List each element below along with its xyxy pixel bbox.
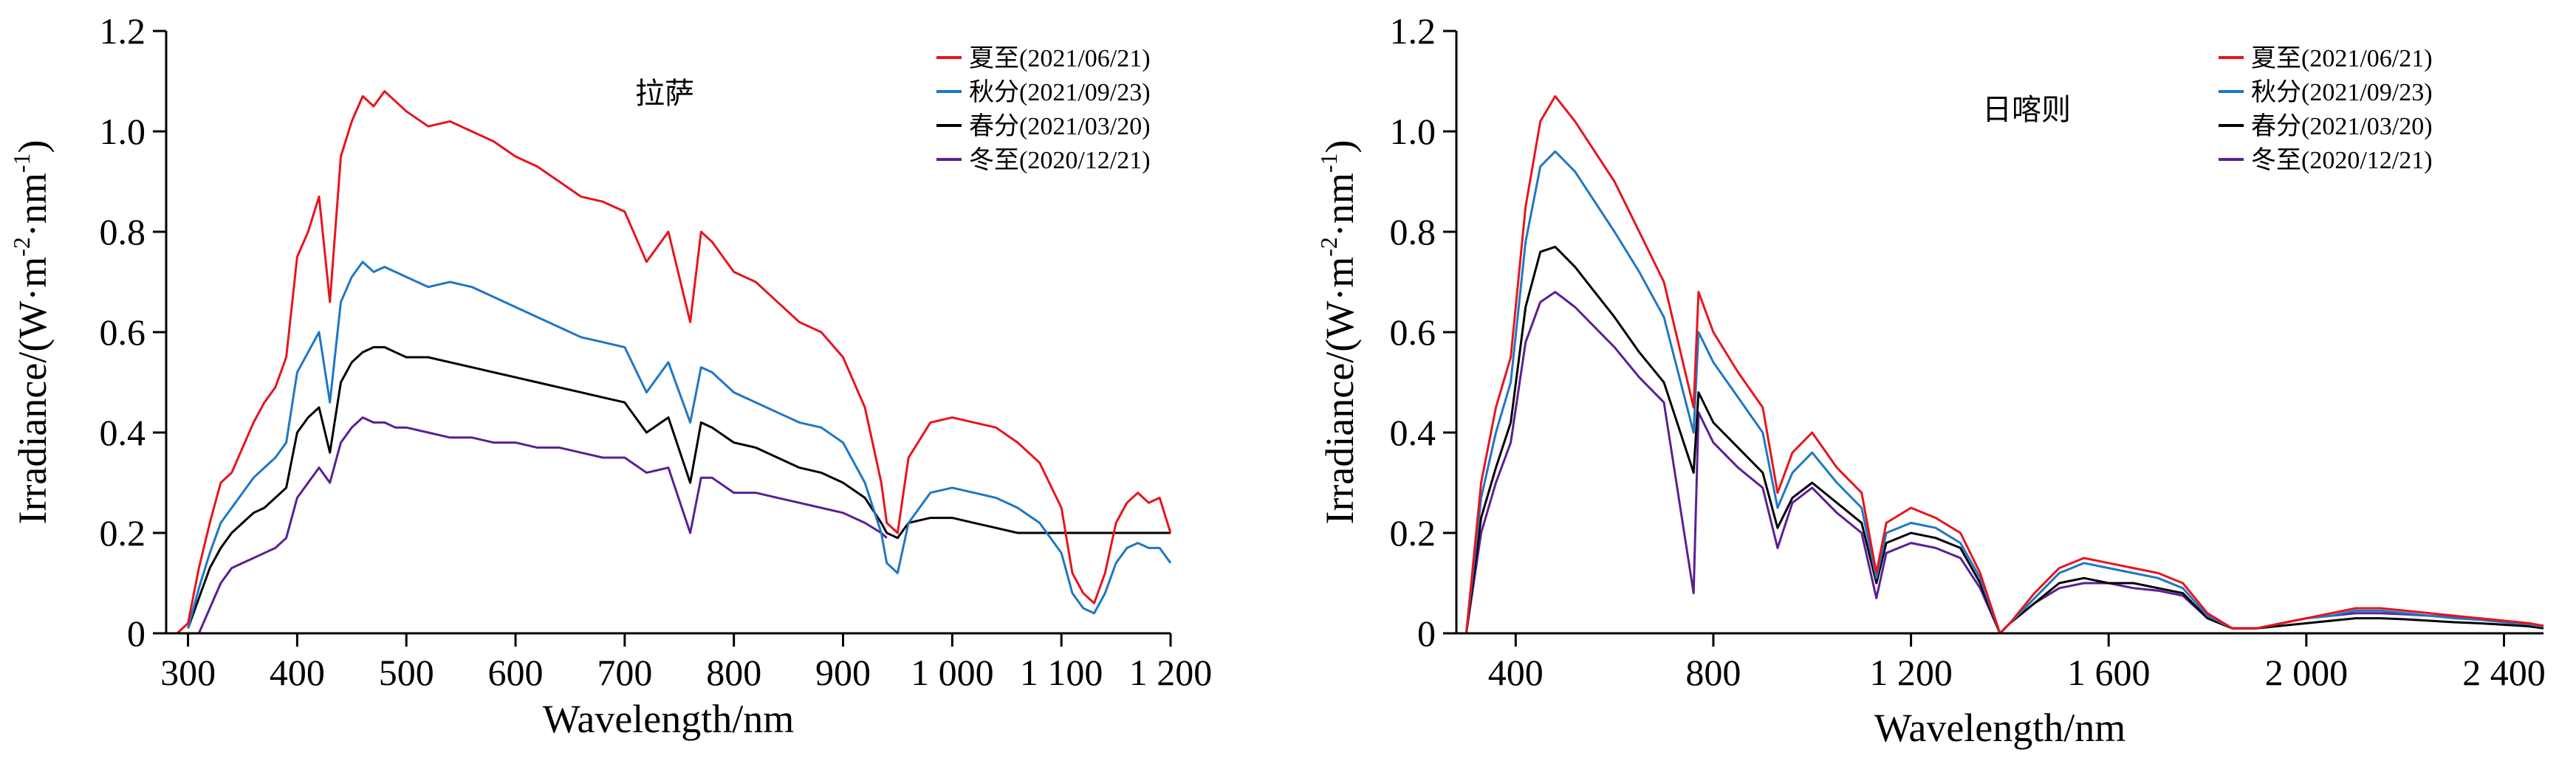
x-tick-label: 1 200 [1129, 652, 1213, 693]
y-axis-title: Irradiance/(W·m-2·nm-1) [1315, 140, 1362, 524]
x-tick-label: 800 [706, 652, 761, 693]
lhasa-chart: 0 0.2 0.4 0.6 0.8 1.0 1.2 300 400 500 600 700 800 90… [8, 10, 1212, 741]
legend-label-winter: 冬至(2020/12/21) [2251, 146, 2433, 174]
y-tick-label: 0.6 [100, 311, 146, 353]
series-line-winter [1465, 291, 2544, 635]
x-tick-label: 300 [160, 652, 216, 693]
series-line-autumn [1465, 150, 2544, 635]
y-ticks: 0 0.2 0.4 0.6 0.8 1.0 1.2 [1390, 10, 1456, 654]
y-tick-label: 1.0 [1390, 111, 1436, 152]
y-tick-label: 1.2 [100, 10, 146, 52]
y-tick-label: 0.4 [1390, 412, 1436, 453]
x-tick-label: 2 000 [2265, 652, 2349, 693]
x-tick-label: 400 [270, 652, 325, 693]
x-tick-label: 2 400 [2462, 652, 2546, 693]
y-tick-label: 0 [1417, 613, 1436, 654]
x-tick-label: 1 600 [2067, 652, 2151, 693]
y-tick-label: 0.4 [100, 412, 146, 453]
x-axis-title: Wavelength/nm [1874, 706, 2126, 750]
x-tick-label: 1 200 [1869, 652, 1953, 693]
y-tick-label: 0.2 [100, 512, 146, 554]
y-tick-label: 1.0 [100, 111, 146, 152]
legend-label-summer: 夏至(2021/06/21) [2251, 45, 2433, 72]
x-ticks: 400 800 1 200 1 600 2 000 2 400 [1488, 633, 2546, 693]
legend-label-spring: 春分(2021/03/20) [2251, 112, 2433, 140]
legend-label-winter: 冬至(2020/12/21) [969, 146, 1151, 174]
series-line-spring [187, 345, 1171, 629]
series-line-summer [166, 90, 1172, 635]
y-tick-label: 0.2 [1390, 512, 1436, 554]
x-tick-label: 900 [815, 652, 871, 693]
x-tick-label: 700 [597, 652, 652, 693]
y-tick-label: 0.8 [1390, 211, 1436, 252]
series-line-summer [1465, 94, 2544, 635]
x-tick-label: 800 [1685, 652, 1741, 693]
y-axis-title: Irradiance/(W·m-2·nm-1) [8, 140, 55, 524]
x-tick-label: 1 000 [911, 652, 994, 693]
x-tick-label: 400 [1488, 652, 1544, 693]
series-group [166, 90, 1172, 635]
legend-label-summer: 夏至(2021/06/21) [969, 45, 1151, 72]
legend-label-autumn: 秋分(2021/09/23) [969, 78, 1151, 106]
y-tick-label: 1.2 [1390, 10, 1436, 52]
y-ticks: 0 0.2 0.4 0.6 0.8 1.0 1.2 [100, 10, 166, 654]
x-axis-title: Wavelength/nm [543, 697, 795, 741]
series-line-spring [1465, 245, 2544, 635]
legend-label-spring: 春分(2021/03/20) [969, 112, 1151, 140]
series-line-autumn [187, 261, 1172, 629]
site-title: 拉萨 [635, 77, 694, 110]
legend: 夏至(2021/06/21) 秋分(2021/09/23) 春分(2021/03/2… [936, 45, 1151, 174]
x-tick-label: 1 100 [1020, 652, 1103, 693]
series-line-winter [197, 416, 888, 634]
x-tick-label: 500 [379, 652, 434, 693]
y-tick-label: 0.6 [1390, 311, 1436, 353]
y-tick-label: 0 [127, 613, 145, 654]
x-tick-label: 600 [488, 652, 544, 693]
legend: 夏至(2021/06/21) 秋分(2021/09/23) 春分(2021/03/2… [2219, 45, 2433, 174]
series-group [1465, 94, 2544, 635]
y-tick-label: 0.8 [100, 211, 146, 252]
shigatse-chart: 0 0.2 0.4 0.6 0.8 1.0 1.2 400 800 1 200 1 600 2 00… [1315, 10, 2546, 750]
x-ticks: 300 400 500 600 700 800 900 1 000 1 100 1 200 [160, 633, 1212, 693]
legend-label-autumn: 秋分(2021/09/23) [2251, 78, 2433, 106]
site-title: 日喀则 [1982, 93, 2071, 126]
